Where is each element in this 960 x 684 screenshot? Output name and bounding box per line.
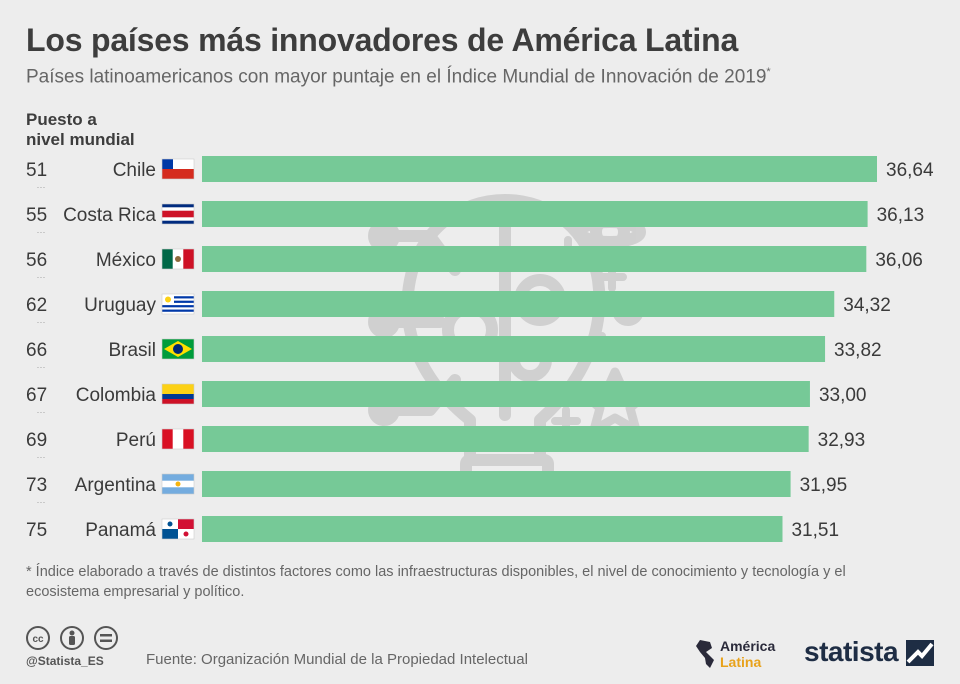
americas-map-icon — [696, 640, 714, 668]
category-label: Costa Rica — [63, 205, 156, 226]
rank-label: 62 — [26, 295, 47, 316]
rank-separator: ··· — [37, 452, 46, 462]
category-label: Colombia — [76, 385, 157, 406]
rank-label: 56 — [26, 250, 47, 271]
flag-icon — [161, 158, 195, 180]
rank-label: 73 — [26, 475, 47, 496]
person-icon — [60, 626, 84, 650]
america-latina-logo: América Latina — [720, 638, 775, 670]
category-label: Panamá — [85, 520, 156, 541]
rank-separator: ··· — [37, 182, 46, 192]
rank-label: 55 — [26, 205, 47, 226]
category-label: Chile — [113, 160, 156, 181]
value-label: 32,93 — [818, 430, 866, 451]
value-label: 34,32 — [843, 295, 891, 316]
bar[interactable] — [202, 381, 810, 407]
rank-column-header: Puesto a nivel mundial — [26, 110, 176, 150]
value-label: 31,51 — [791, 520, 839, 541]
rank-header-line-1: Puesto a — [26, 110, 97, 129]
bar[interactable] — [202, 246, 867, 272]
flag-icon — [161, 203, 195, 225]
statista-logo-icon — [906, 640, 934, 666]
value-label: 33,00 — [819, 385, 867, 406]
rank-label: 75 — [26, 520, 47, 541]
svg-text:cc: cc — [32, 634, 44, 645]
value-label: 36,13 — [877, 205, 925, 226]
rank-label: 51 — [26, 160, 47, 181]
rank-label: 69 — [26, 430, 47, 451]
rank-separator: ··· — [37, 362, 46, 372]
value-label: 36,64 — [886, 160, 934, 181]
cc-icon: cc — [26, 626, 50, 650]
equals-icon — [94, 626, 118, 650]
flag-icon — [161, 428, 195, 450]
flag-icon — [161, 473, 195, 495]
twitter-handle[interactable]: @Statista_ES — [26, 654, 104, 668]
license-icons: cc — [26, 626, 118, 650]
subtitle-footnote-mark: * — [766, 66, 771, 78]
chart-title: Los países más innovadores de América La… — [26, 22, 739, 58]
rank-separator: ··· — [37, 497, 46, 507]
source-text: Fuente: Organización Mundial de la Propi… — [146, 651, 528, 668]
footnote: * Índice elaborado a través de distintos… — [26, 564, 846, 600]
rank-label: 66 — [26, 340, 47, 361]
category-label: Perú — [116, 430, 156, 451]
category-label: Argentina — [75, 475, 157, 496]
value-label: 36,06 — [875, 250, 923, 271]
flag-icon — [161, 383, 195, 405]
flag-icon — [161, 518, 195, 540]
partner-line-2: Latina — [720, 654, 762, 670]
category-label: Uruguay — [84, 295, 156, 316]
value-label: 33,82 — [834, 340, 882, 361]
subtitle-text: Países latinoamericanos con mayor puntaj… — [26, 66, 767, 88]
statista-brand[interactable]: statista — [804, 636, 899, 667]
rank-header-line-2: nivel mundial — [26, 130, 135, 149]
partner-line-1: América — [720, 638, 776, 654]
category-label: Brasil — [108, 340, 156, 361]
bar[interactable] — [202, 201, 868, 227]
bar[interactable] — [202, 516, 783, 542]
bar[interactable] — [202, 291, 835, 317]
rank-label: 67 — [26, 385, 47, 406]
flag-icon — [161, 293, 195, 315]
rank-separator: ··· — [37, 227, 46, 237]
category-label: México — [96, 250, 156, 271]
rank-separator: ··· — [37, 317, 46, 327]
bar[interactable] — [202, 471, 791, 497]
bar[interactable] — [202, 156, 877, 182]
chart-subtitle: Países latinoamericanos con mayor puntaj… — [26, 66, 771, 88]
rank-separator: ··· — [37, 407, 46, 417]
rank-separator: ··· — [37, 272, 46, 282]
bar[interactable] — [202, 426, 809, 452]
flag-icon — [161, 338, 195, 360]
bar[interactable] — [202, 336, 826, 362]
value-label: 31,95 — [800, 475, 848, 496]
flag-icon — [161, 248, 195, 270]
